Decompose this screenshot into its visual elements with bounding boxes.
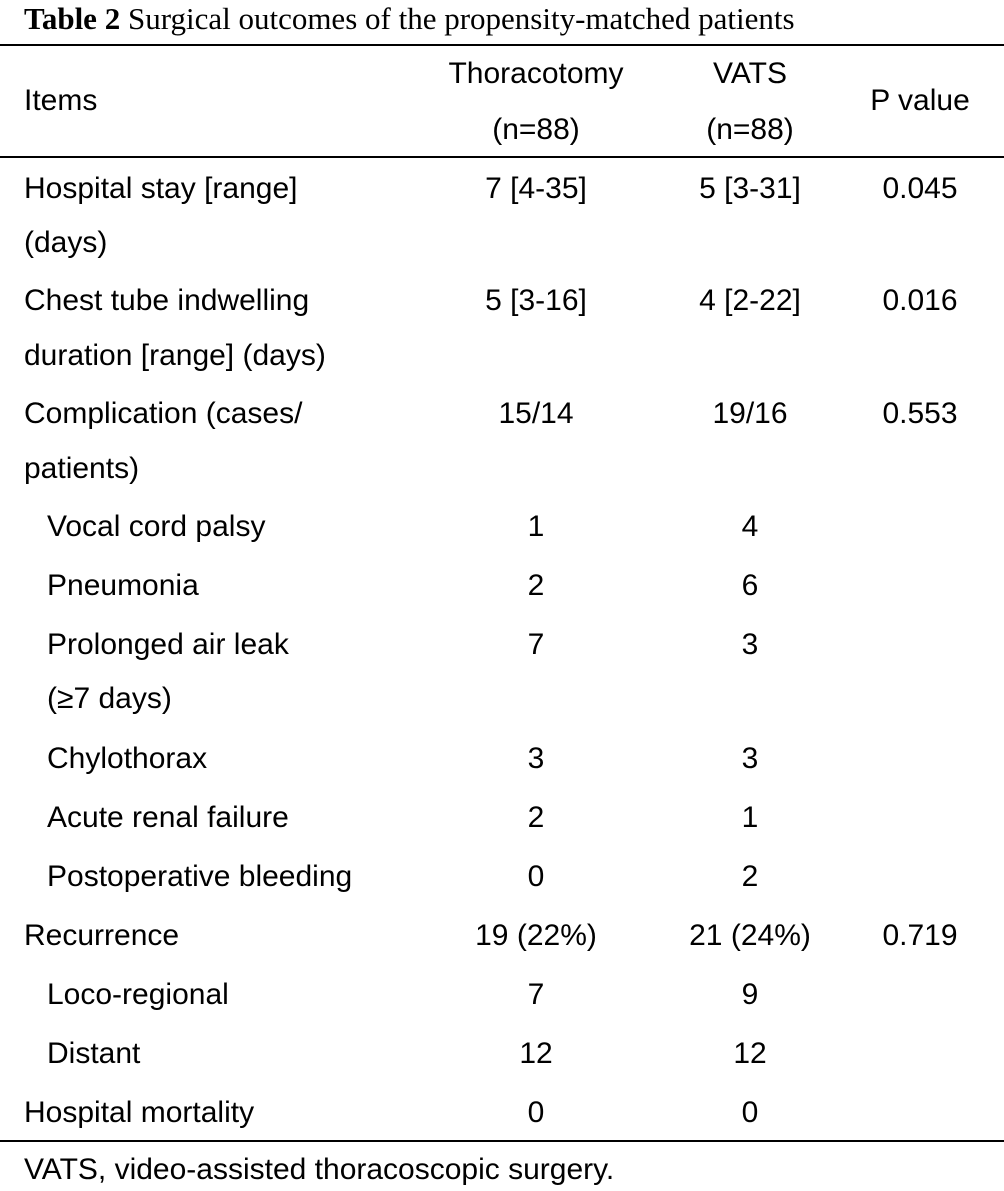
table-caption: Table 2 Surgical outcomes of the propens…: [24, 0, 795, 38]
row-p-value: 0.016: [882, 284, 958, 317]
row-item: Vocal cord palsy: [47, 510, 266, 543]
row-thoracotomy: 3: [527, 742, 545, 775]
row-item: Hospital stay [range]: [24, 172, 298, 205]
row-vats: 19/16: [712, 397, 788, 430]
row-item: Recurrence: [24, 919, 180, 952]
row-item: Chylothorax: [47, 742, 208, 775]
row-vats: 12: [733, 1037, 767, 1070]
row-item: Distant: [47, 1037, 141, 1070]
row-thoracotomy: 12: [519, 1037, 553, 1070]
row-item: Postoperative bleeding: [47, 860, 353, 893]
row-thoracotomy: 7 [4-35]: [485, 172, 587, 205]
row-thoracotomy: 7: [527, 978, 545, 1011]
row-p-value: 0.719: [882, 919, 958, 952]
row-vats: 0: [741, 1096, 759, 1129]
table-label: Table 2: [24, 1, 121, 36]
row-vats: 4: [741, 510, 759, 543]
row-thoracotomy: 1: [527, 510, 545, 543]
row-vats: 1: [741, 801, 759, 834]
row-thoracotomy: 2: [527, 569, 545, 602]
header-p-value: P value: [870, 84, 970, 117]
row-item: Hospital mortality: [24, 1096, 255, 1129]
header-vats-n: (n=88): [706, 113, 794, 146]
table-title: Surgical outcomes of the propensity-matc…: [127, 1, 795, 36]
row-item-continued: (≥7 days): [47, 682, 172, 715]
row-thoracotomy: 0: [527, 860, 545, 893]
row-item: Prolonged air leak: [47, 628, 289, 661]
row-thoracotomy: 7: [527, 628, 545, 661]
row-thoracotomy: 2: [527, 801, 545, 834]
row-item: Acute renal failure: [47, 801, 289, 834]
row-vats: 2: [741, 860, 759, 893]
header-thoracotomy: Thoracotomy: [448, 57, 624, 90]
row-vats: 21 (24%): [689, 919, 811, 952]
row-item: Complication (cases/: [24, 397, 303, 430]
header-vats: VATS: [713, 57, 787, 90]
table-footnote: VATS, video-assisted thoracoscopic surge…: [24, 1153, 615, 1186]
row-vats: 3: [741, 628, 759, 661]
row-vats: 4 [2-22]: [699, 284, 801, 317]
row-vats: 9: [741, 978, 759, 1011]
row-vats: 3: [741, 742, 759, 775]
row-vats: 5 [3-31]: [699, 172, 801, 205]
table-top-rule: [0, 44, 1004, 46]
row-p-value: 0.045: [882, 172, 958, 205]
row-item-continued: patients): [24, 452, 140, 485]
row-thoracotomy: 0: [527, 1096, 545, 1129]
row-thoracotomy: 15/14: [498, 397, 574, 430]
row-item: Loco-regional: [47, 978, 229, 1011]
row-item: Chest tube indwelling: [24, 284, 310, 317]
row-thoracotomy: 5 [3-16]: [485, 284, 587, 317]
header-rule: [0, 156, 1004, 158]
header-thoracotomy-n: (n=88): [492, 113, 580, 146]
row-vats: 6: [741, 569, 759, 602]
header-items: Items: [24, 84, 98, 117]
table-bottom-rule: [0, 1140, 1004, 1142]
row-item-continued: (days): [24, 226, 108, 259]
row-p-value: 0.553: [882, 397, 958, 430]
row-thoracotomy: 19 (22%): [475, 919, 597, 952]
row-item: Pneumonia: [47, 569, 199, 602]
row-item-continued: duration [range] (days): [24, 339, 326, 372]
